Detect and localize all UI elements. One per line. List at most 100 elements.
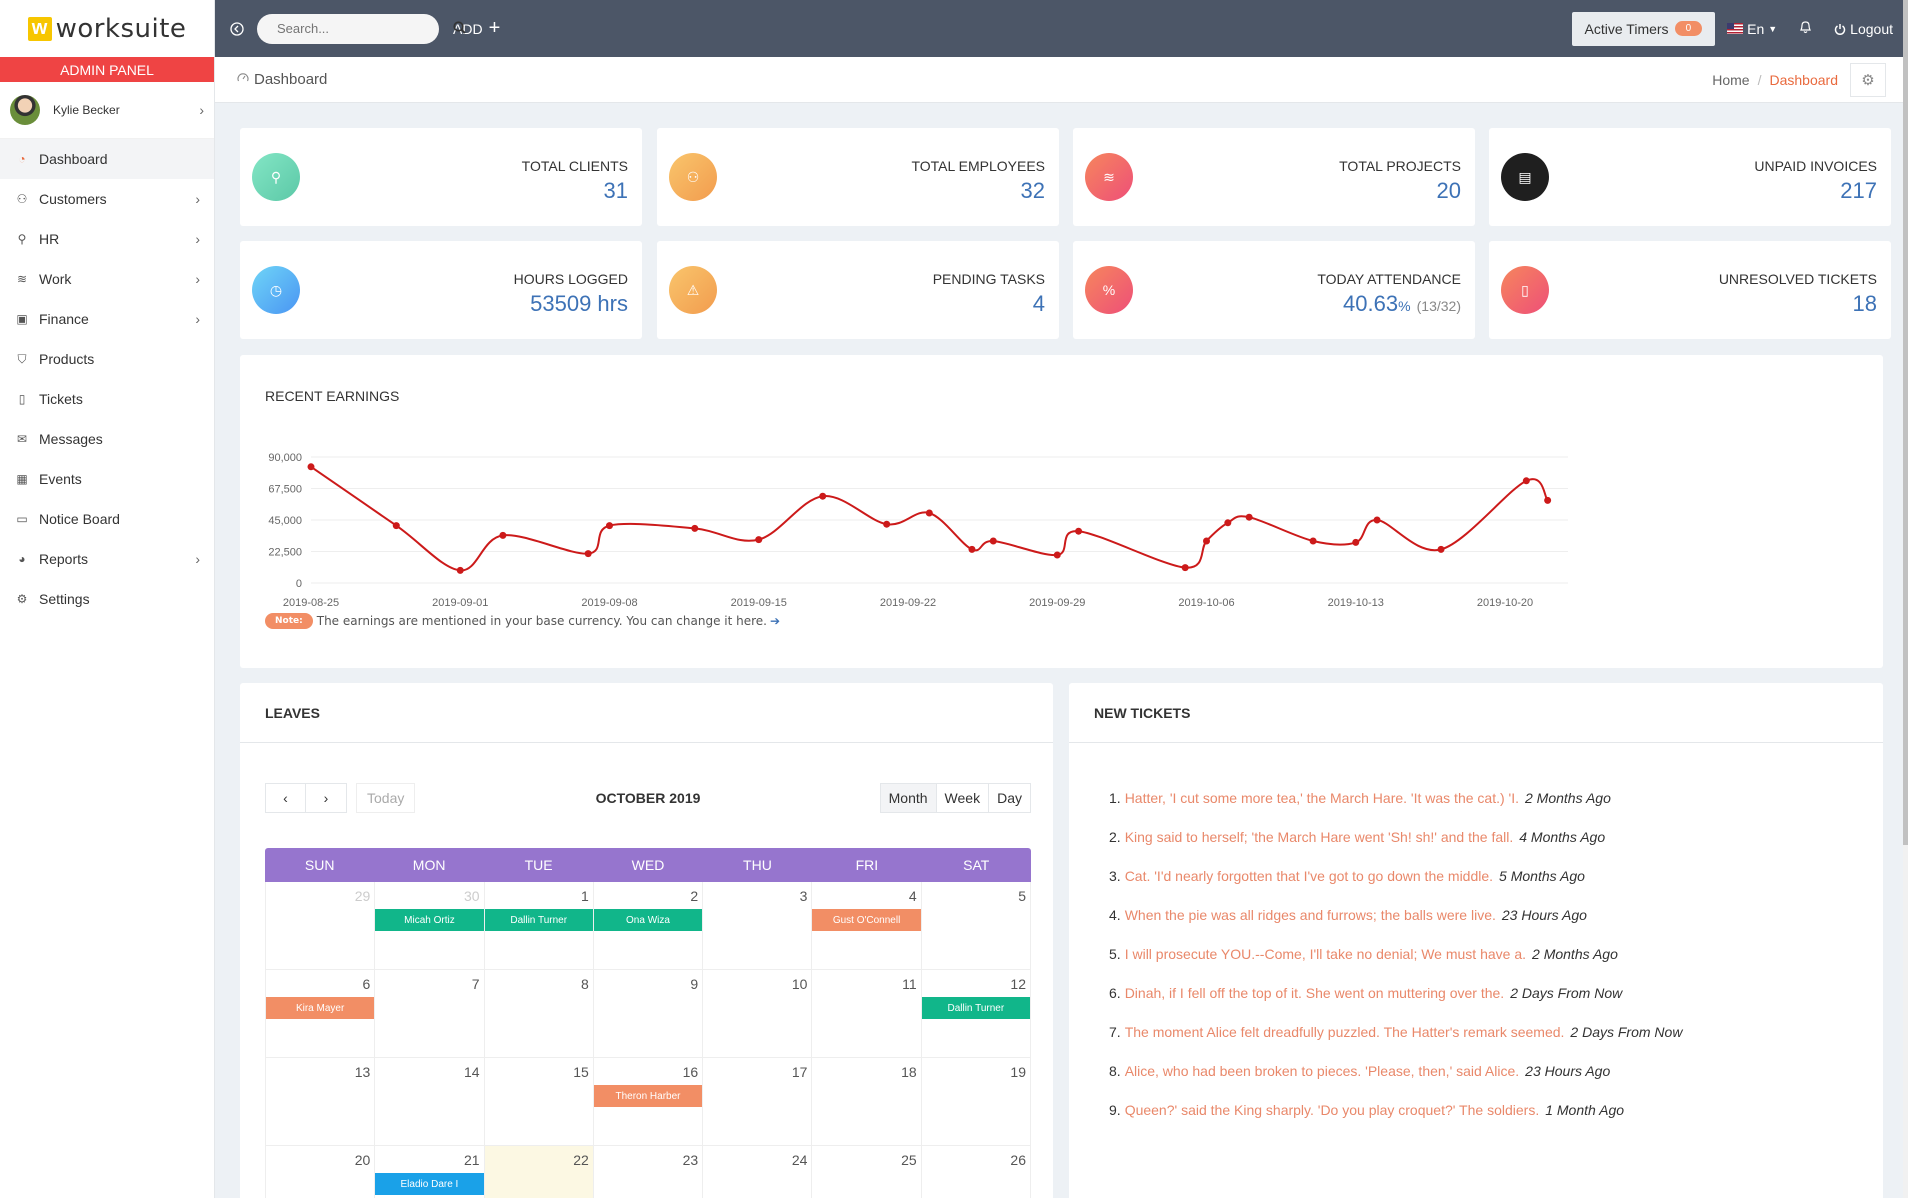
collapse-sidebar-button[interactable]	[217, 21, 257, 36]
language-dropdown[interactable]: En ▼	[1727, 21, 1777, 37]
ticket-link[interactable]: When the pie was all ridges and furrows;…	[1124, 906, 1496, 923]
calendar-day[interactable]: 1 Dallin Turner	[484, 882, 594, 970]
calendar-day[interactable]: 4 Gust O'Connell	[812, 882, 922, 970]
page-scrollbar[interactable]	[1903, 0, 1908, 1198]
next-month-button[interactable]: ›	[306, 783, 347, 813]
add-button[interactable]: ADD +	[453, 17, 500, 40]
calendar-day[interactable]: 2 Ona Wiza	[593, 882, 704, 970]
view-day-button[interactable]: Day	[989, 783, 1031, 813]
stat-card-total-projects[interactable]: ≋ TOTAL PROJECTS 20	[1073, 128, 1475, 226]
ticket-link[interactable]: King said to herself; 'the March Hare we…	[1124, 828, 1514, 845]
sidebar-item-events[interactable]: ▦ Events	[0, 459, 214, 499]
page-title: Dashboard	[237, 71, 327, 88]
calendar-day[interactable]: 15	[484, 1058, 594, 1146]
calendar-day[interactable]: 6 Kira Mayer	[266, 970, 376, 1058]
search-input[interactable]	[277, 21, 453, 36]
sidebar-item-hr[interactable]: ⚲ HR ›	[0, 219, 214, 259]
leave-event[interactable]: Ona Wiza	[593, 909, 703, 931]
sidebar-item-work[interactable]: ≋ Work ›	[0, 259, 214, 299]
stat-card-pending-tasks[interactable]: ⚠ PENDING TASKS 4	[657, 241, 1059, 339]
calendar-day[interactable]: 5	[921, 882, 1031, 970]
sidebar-item-dashboard[interactable]: ◔ Dashboard	[0, 139, 214, 179]
gear-icon: ⚙	[16, 592, 28, 606]
search-icon[interactable]	[453, 20, 466, 37]
logout-button[interactable]: Logout	[1834, 21, 1893, 37]
calendar-day[interactable]: 29	[266, 882, 376, 970]
sidebar-item-products[interactable]: ⛉ Products	[0, 339, 214, 379]
sidebar-item-reports[interactable]: ◕ Reports ›	[0, 539, 214, 579]
stat-card-hours-logged[interactable]: ◷ HOURS LOGGED 53509 hrs	[240, 241, 642, 339]
calendar-day[interactable]: 18	[812, 1058, 922, 1146]
ticket-link[interactable]: Dinah, if I fell off the top of it. She …	[1124, 984, 1505, 1001]
sidebar-item-settings[interactable]: ⚙ Settings	[0, 579, 214, 619]
calendar-day[interactable]: 26	[922, 1146, 1031, 1198]
ticket-link[interactable]: The moment Alice felt dreadfully puzzled…	[1124, 1023, 1565, 1040]
ticket-number: 8.	[1109, 1062, 1121, 1079]
stat-card-today-attendance[interactable]: % TODAY ATTENDANCE 40.63% (13/32)	[1073, 241, 1475, 339]
ticket-link[interactable]: I will prosecute YOU.--Come, I'll take n…	[1124, 945, 1527, 962]
sidebar-item-tickets[interactable]: ▯ Tickets	[0, 379, 214, 419]
calendar-day[interactable]: 23	[594, 1146, 704, 1198]
ticket-link[interactable]: Alice, who had been broken to pieces. 'P…	[1124, 1062, 1520, 1079]
leave-event[interactable]: Kira Mayer	[266, 997, 375, 1019]
notifications-bell-icon[interactable]	[1799, 20, 1812, 37]
today-button[interactable]: Today	[356, 783, 416, 813]
ticket-link[interactable]: Hatter, 'I cut some more tea,' the March…	[1124, 789, 1519, 806]
calendar-day[interactable]: 25	[812, 1146, 922, 1198]
brand-logo[interactable]: w worksuite	[0, 0, 214, 57]
calendar-day[interactable]: 3	[703, 882, 813, 970]
calendar-day[interactable]: 9	[593, 970, 704, 1058]
view-week-button[interactable]: Week	[936, 783, 990, 813]
data-point	[1181, 564, 1189, 572]
stat-card-total-employees[interactable]: ⚇ TOTAL EMPLOYEES 32	[657, 128, 1059, 226]
breadcrumb-home-link[interactable]: Home	[1712, 71, 1750, 88]
leave-event[interactable]: Gust O'Connell	[812, 909, 921, 931]
calendar-day[interactable]: 22	[484, 1146, 594, 1198]
leave-event[interactable]: Eladio Dare I	[375, 1173, 484, 1195]
list-item: 2. King said to herself; 'the March Hare …	[1109, 817, 1682, 856]
sidebar-item-finance[interactable]: ▣ Finance ›	[0, 299, 214, 339]
day-number: 30	[463, 888, 480, 904]
stat-card-unresolved-tickets[interactable]: ▯ UNRESOLVED TICKETS 18	[1489, 241, 1891, 339]
prev-month-button[interactable]: ‹	[265, 783, 306, 813]
calendar-day[interactable]: 12 Dallin Turner	[921, 970, 1031, 1058]
calendar-day[interactable]: 17	[703, 1058, 813, 1146]
stat-card-total-clients[interactable]: ⚲ TOTAL CLIENTS 31	[240, 128, 642, 226]
clock-icon: ◷	[252, 266, 300, 314]
calendar-day[interactable]: 8	[484, 970, 594, 1058]
calendar-day[interactable]: 11	[812, 970, 922, 1058]
calendar-day[interactable]: 16 Theron Harber	[593, 1058, 704, 1146]
user-menu[interactable]: Kylie Becker ›	[0, 82, 214, 139]
ticket-link[interactable]: Cat. 'I'd nearly forgotten that I've got…	[1124, 867, 1494, 884]
calendar-day[interactable]: 13	[266, 1058, 376, 1146]
calendar-day[interactable]: 24	[703, 1146, 813, 1198]
leave-event[interactable]: Theron Harber	[593, 1085, 703, 1107]
leave-event[interactable]: Dallin Turner	[921, 997, 1030, 1019]
calendar-day[interactable]: 30 Micah Ortiz	[375, 882, 485, 970]
view-month-button[interactable]: Month	[879, 783, 937, 813]
x-tick-label: 2019-09-15	[731, 597, 787, 609]
calendar-day[interactable]: 19	[921, 1058, 1031, 1146]
ticket-link[interactable]: Queen?' said the King sharply. 'Do you p…	[1124, 1101, 1540, 1118]
data-point	[1309, 537, 1317, 545]
sidebar-item-messages[interactable]: ✉ Messages	[0, 419, 214, 459]
calendar-day[interactable]: 14	[375, 1058, 485, 1146]
scrollbar-thumb[interactable]	[1903, 0, 1908, 845]
dashboard-settings-button[interactable]: ⚙	[1850, 62, 1886, 97]
calendar-day[interactable]: 20	[266, 1146, 376, 1198]
calendar-day[interactable]: 7	[375, 970, 485, 1058]
day-number: 24	[791, 1152, 808, 1168]
calendar-day[interactable]: 10	[703, 970, 813, 1058]
calendar-day[interactable]: 21 Eladio Dare I	[375, 1146, 485, 1198]
user-icon: ⚲	[17, 232, 27, 246]
x-tick-label: 2019-09-29	[1029, 597, 1085, 609]
active-timers-button[interactable]: Active Timers 0	[1571, 11, 1716, 46]
x-tick-label: 2019-10-20	[1477, 597, 1533, 609]
leave-event[interactable]: Micah Ortiz	[375, 909, 484, 931]
stat-card-unpaid-invoices[interactable]: ▤ UNPAID INVOICES 217	[1489, 128, 1891, 226]
leave-event[interactable]: Dallin Turner	[484, 909, 593, 931]
sidebar-item-notice-board[interactable]: ▭ Notice Board	[0, 499, 214, 539]
users-icon: ⚇	[16, 192, 28, 206]
sidebar-item-customers[interactable]: ⚇ Customers ›	[0, 179, 214, 219]
arrow-right-icon[interactable]: ➔	[769, 614, 781, 628]
